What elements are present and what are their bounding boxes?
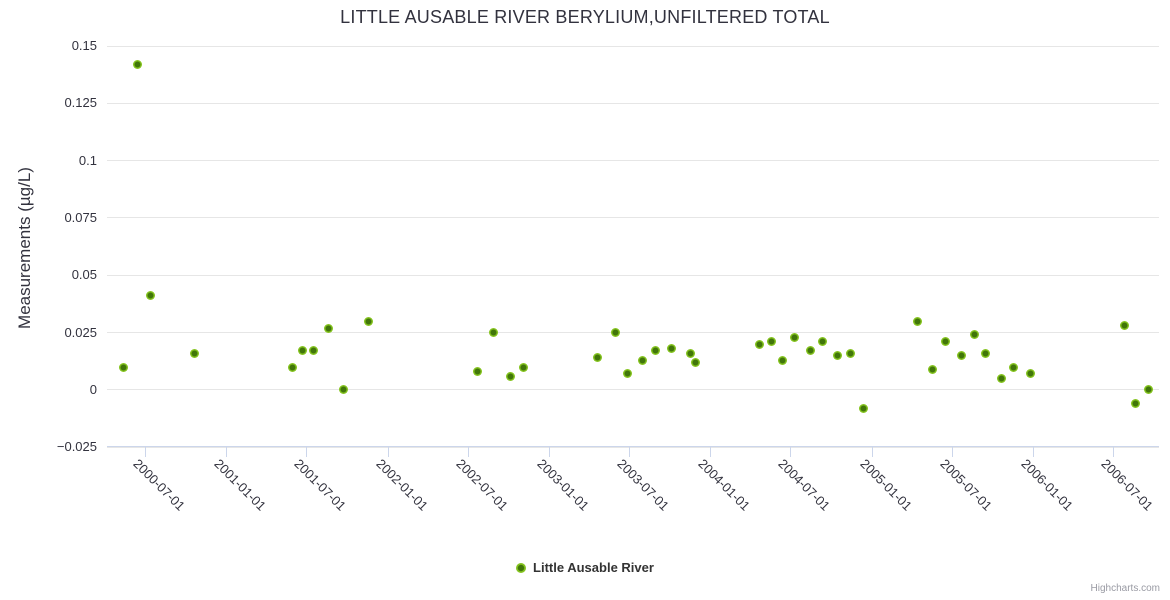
- data-point[interactable]: [339, 385, 349, 395]
- data-point[interactable]: [488, 328, 498, 338]
- data-point[interactable]: [1144, 385, 1154, 395]
- y-axis-label: 0: [89, 381, 97, 397]
- x-axis-tick: [306, 447, 308, 457]
- data-point[interactable]: [519, 362, 529, 372]
- data-point[interactable]: [308, 346, 318, 356]
- x-axis-label: 2002-01-01: [372, 456, 431, 514]
- legend-marker-icon: [516, 562, 527, 573]
- x-axis-label: 2002-07-01: [452, 456, 511, 514]
- legend: Little Ausable River: [0, 560, 1170, 575]
- gridline: [107, 102, 1159, 104]
- chart-title: LITTLE AUSABLE RIVER BERYLIUM,UNFILTERED…: [340, 7, 830, 27]
- x-axis-tick: [1113, 447, 1114, 457]
- data-point[interactable]: [858, 403, 868, 413]
- data-point[interactable]: [766, 337, 776, 347]
- data-point[interactable]: [1119, 321, 1129, 331]
- x-axis-tick: [1033, 447, 1035, 457]
- data-point[interactable]: [472, 367, 482, 377]
- y-axis-label: −0.025: [56, 439, 97, 455]
- y-axis-label: 0.125: [64, 95, 97, 111]
- x-axis-tick: [387, 447, 389, 457]
- data-point[interactable]: [145, 291, 155, 301]
- data-point[interactable]: [981, 348, 991, 358]
- x-axis-line: [107, 446, 1159, 447]
- data-point[interactable]: [323, 323, 333, 333]
- x-axis-label: 2005-07-01: [937, 456, 995, 514]
- data-point[interactable]: [956, 351, 966, 361]
- y-axis-label: 0.075: [64, 209, 97, 225]
- data-point[interactable]: [363, 316, 373, 326]
- data-point[interactable]: [1131, 399, 1141, 409]
- data-point[interactable]: [912, 316, 922, 326]
- y-axis-label: 0.025: [64, 324, 97, 340]
- data-point[interactable]: [927, 364, 937, 374]
- gridline: [107, 332, 1159, 334]
- x-axis-tick: [145, 447, 146, 457]
- data-point[interactable]: [789, 332, 799, 342]
- highcharts-credit[interactable]: Highcharts.com: [1090, 583, 1160, 594]
- x-axis-label: 2003-07-01: [614, 456, 672, 514]
- data-point[interactable]: [805, 346, 815, 356]
- x-axis-label: 2003-01-01: [534, 456, 592, 514]
- data-point[interactable]: [667, 344, 677, 354]
- data-point[interactable]: [817, 337, 827, 347]
- y-axis-label: 0.15: [71, 38, 97, 53]
- gridline: [107, 446, 1159, 448]
- data-point[interactable]: [506, 371, 516, 381]
- x-axis-tick: [628, 447, 630, 457]
- x-axis-tick: [226, 447, 228, 457]
- data-point[interactable]: [845, 348, 855, 358]
- data-point[interactable]: [610, 328, 620, 338]
- y-axis-label: 0.1: [78, 152, 97, 168]
- data-point[interactable]: [650, 346, 660, 356]
- x-axis-label: 2005-01-01: [857, 456, 915, 514]
- data-point[interactable]: [190, 348, 200, 358]
- data-point[interactable]: [592, 353, 602, 363]
- legend-item[interactable]: Little Ausable River: [516, 560, 654, 575]
- data-point[interactable]: [754, 339, 764, 349]
- data-point[interactable]: [969, 330, 979, 340]
- x-axis-tick: [871, 447, 873, 457]
- data-point[interactable]: [1008, 362, 1018, 372]
- data-point[interactable]: [832, 351, 842, 361]
- x-axis-label: 2004-07-01: [775, 456, 834, 514]
- data-point[interactable]: [287, 362, 297, 372]
- x-axis-label: 2006-07-01: [1098, 456, 1157, 514]
- x-axis-tick: [467, 447, 469, 457]
- data-point[interactable]: [1026, 369, 1036, 379]
- x-axis-tick: [951, 447, 953, 457]
- data-point[interactable]: [940, 337, 950, 347]
- gridline: [107, 274, 1159, 276]
- x-axis-label: 2000-07-01: [130, 456, 189, 514]
- x-axis-label: 2006-01-01: [1018, 456, 1077, 514]
- y-axis-label: 0.05: [71, 267, 97, 283]
- data-point[interactable]: [997, 374, 1007, 383]
- gridline: [107, 160, 1159, 162]
- data-point[interactable]: [691, 357, 701, 367]
- x-axis-tick: [790, 447, 792, 457]
- x-axis-tick: [548, 447, 550, 457]
- gridline: [107, 217, 1159, 219]
- data-point[interactable]: [622, 369, 632, 379]
- data-point[interactable]: [685, 348, 695, 358]
- x-axis-label: 2001-01-01: [211, 456, 270, 514]
- x-axis-tick: [710, 447, 712, 457]
- x-axis-label: 2004-01-01: [695, 456, 754, 514]
- legend-label: Little Ausable River: [533, 560, 654, 575]
- data-point[interactable]: [637, 355, 647, 365]
- data-point[interactable]: [118, 362, 128, 372]
- x-axis-label: 2001-07-01: [291, 456, 350, 514]
- data-point[interactable]: [132, 59, 142, 69]
- data-point[interactable]: [298, 346, 308, 356]
- gridline: [107, 389, 1159, 391]
- data-point[interactable]: [778, 355, 788, 365]
- gridline: [107, 45, 1159, 47]
